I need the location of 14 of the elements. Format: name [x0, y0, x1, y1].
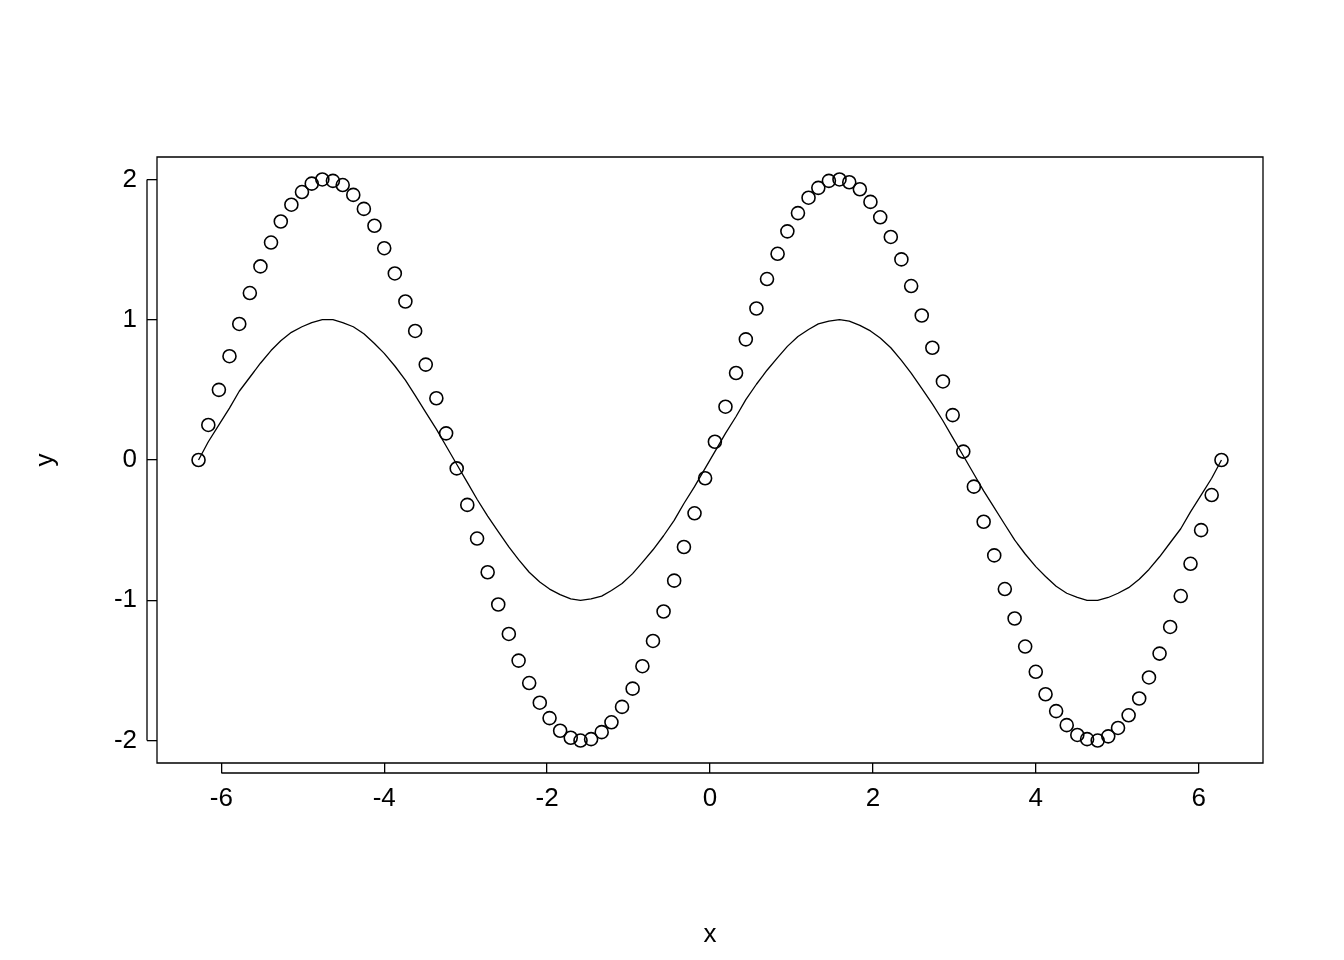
x-tick-label: -6 — [209, 781, 233, 812]
y-tick-label: 1 — [122, 302, 137, 333]
x-axis-title: x — [703, 917, 717, 948]
y-tick-label: -2 — [113, 723, 137, 754]
x-tick-label: 2 — [865, 781, 881, 812]
x-tick-label: 4 — [1028, 781, 1044, 812]
x-tick-label: 0 — [702, 781, 718, 812]
y-tick-label: 2 — [122, 162, 137, 193]
x-tick-label: -2 — [535, 781, 559, 812]
x-tick-label: 6 — [1191, 781, 1206, 812]
y-tick-label: 0 — [122, 443, 137, 474]
y-tick-label: -1 — [113, 583, 137, 614]
x-tick-label: -4 — [372, 781, 396, 812]
y-axis-title: y — [28, 453, 59, 467]
